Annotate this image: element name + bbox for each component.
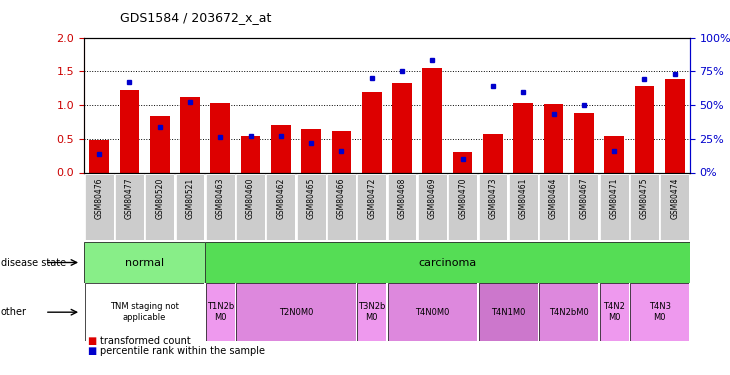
Text: GSM80469: GSM80469 [428,178,437,219]
Bar [483,134,503,172]
Bar [423,68,442,172]
Text: GSM80472: GSM80472 [367,178,376,219]
Text: GSM80467: GSM80467 [580,178,588,219]
Bar [271,125,291,172]
Text: GSM80460: GSM80460 [246,178,255,219]
Text: TNM staging not
applicable: TNM staging not applicable [110,303,179,322]
Bar [453,152,472,172]
Text: GSM80466: GSM80466 [337,178,346,219]
Text: T2N0M0: T2N0M0 [279,308,313,316]
Text: ■: ■ [88,336,97,346]
Bar [392,83,412,172]
Text: T4N3
M0: T4N3 M0 [648,303,671,322]
Text: carcinoma: carcinoma [418,258,477,267]
Bar [544,104,564,172]
Text: GDS1584 / 203672_x_at: GDS1584 / 203672_x_at [120,11,272,24]
Text: GSM80470: GSM80470 [458,178,467,219]
Bar [301,129,321,172]
Text: normal: normal [125,258,164,267]
Text: ■: ■ [88,346,97,355]
Bar [331,130,351,172]
Text: GSM80473: GSM80473 [488,178,497,219]
Text: GSM80474: GSM80474 [670,178,679,219]
Text: T4N2
M0: T4N2 M0 [603,303,625,322]
Text: T3N2b
M0: T3N2b M0 [358,303,385,322]
Bar [89,140,109,172]
Text: GSM80475: GSM80475 [640,178,649,219]
Bar [120,90,139,172]
Text: GSM80471: GSM80471 [610,178,618,219]
Bar [634,86,654,172]
Bar [604,136,624,172]
Text: disease state: disease state [1,258,66,267]
Text: transformed count: transformed count [100,336,191,346]
Text: GSM80477: GSM80477 [125,178,134,219]
Bar [241,136,261,172]
Text: GSM80476: GSM80476 [95,178,104,219]
Text: GSM80464: GSM80464 [549,178,558,219]
Bar [180,97,200,172]
Bar [210,103,230,172]
Text: GSM80521: GSM80521 [185,178,194,219]
Text: percentile rank within the sample: percentile rank within the sample [100,346,265,355]
Bar [150,117,169,172]
Text: GSM80461: GSM80461 [519,178,528,219]
Text: other: other [1,307,27,317]
Text: GSM80462: GSM80462 [277,178,285,219]
Text: GSM80465: GSM80465 [307,178,315,219]
Text: GSM80468: GSM80468 [398,178,407,219]
Text: GSM80520: GSM80520 [155,178,164,219]
Bar [665,80,685,172]
Text: T4N0M0: T4N0M0 [415,308,450,316]
Text: T1N2b
M0: T1N2b M0 [207,303,234,322]
Bar [513,103,533,172]
Bar [574,113,593,172]
Text: T4N2bM0: T4N2bM0 [549,308,588,316]
Text: GSM80463: GSM80463 [216,178,225,219]
Text: T4N1M0: T4N1M0 [491,308,526,316]
Bar [362,92,382,172]
